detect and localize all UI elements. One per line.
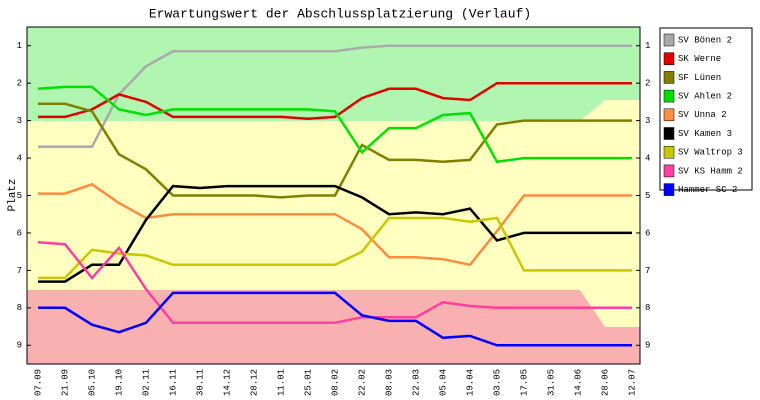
x-tick-label: 14.06 [573, 369, 583, 396]
legend-label: SK Werne [678, 54, 721, 64]
x-tick-label: 25.01 [303, 369, 313, 396]
x-tick-label: 19.04 [465, 369, 475, 396]
x-tick-label: 14.12 [222, 369, 232, 396]
x-tick-label: 21.09 [60, 369, 70, 396]
zone-bottom [27, 290, 640, 364]
y-tick-label: 5 [17, 191, 22, 201]
x-tick-label: 08.02 [330, 369, 340, 396]
x-tick-label: 02.11 [141, 369, 151, 396]
legend-swatch [663, 71, 675, 84]
y-tick-label: 8 [645, 303, 650, 313]
y-tick-label: 3 [645, 116, 650, 126]
series-line [38, 291, 632, 347]
legend-swatch [663, 183, 675, 196]
x-tick-label: 05.10 [87, 369, 97, 396]
x-tick-label: 19.10 [114, 369, 124, 396]
x-tick-label: 22.03 [411, 369, 421, 396]
series-line [37, 85, 632, 164]
y-tick-label: 3 [17, 116, 22, 126]
y-tick-label: 6 [645, 228, 650, 238]
legend-swatch [663, 145, 675, 159]
legend-label: SV KS Hamm 2 [678, 166, 743, 176]
chart-title: Erwartungswert der Abschlussplatzierung … [149, 6, 531, 21]
series-line [38, 44, 632, 149]
y-axis-label: Platz [7, 178, 19, 211]
x-tick-label: 11.01 [276, 369, 286, 396]
x-tick-label: 31.05 [546, 369, 556, 396]
legend-label: SV Waltrop 3 [678, 148, 743, 158]
legend-swatch [663, 52, 675, 65]
x-tick-label: 05.04 [438, 369, 448, 396]
legend-label: Hammer SC 2 [678, 185, 737, 195]
series-line [38, 216, 632, 280]
y-tick-label: 5 [645, 191, 650, 201]
legend-label: SV Kamen 3 [678, 129, 732, 139]
y-tick-label: 8 [17, 303, 22, 313]
x-tick-label: 08.03 [384, 369, 394, 396]
legend-swatch [663, 164, 675, 178]
y-tick-label: 2 [17, 79, 22, 89]
series-line [37, 241, 632, 325]
x-tick-label: 03.05 [492, 369, 502, 396]
y-tick-label: 4 [645, 153, 650, 163]
x-tick-label: 17.05 [519, 369, 529, 396]
x-tick-label: 28.12 [249, 369, 259, 396]
series-line [38, 184, 632, 283]
legend-swatch [663, 33, 675, 47]
y-tick-label: 1 [645, 41, 650, 51]
y-tick-label: 6 [17, 228, 22, 238]
legend [659, 27, 753, 191]
legend-swatch [663, 89, 675, 103]
legend-swatch [663, 108, 675, 122]
x-tick-label: 16.11 [168, 369, 178, 396]
legend-label: SV Bönen 2 [678, 35, 732, 45]
legend-swatch [663, 127, 675, 140]
legend-label: SF Lünen [678, 73, 721, 83]
y-tick-label: 4 [17, 153, 22, 163]
x-tick-label: 07.09 [33, 369, 43, 396]
legend-label: SV Ahlen 2 [678, 91, 732, 101]
x-tick-label: 22.02 [357, 369, 367, 396]
x-tick-label: 28.06 [600, 369, 610, 396]
y-tick-label: 7 [645, 266, 650, 276]
x-tick-label: 12.07 [627, 369, 637, 396]
y-tick-label: 1 [17, 41, 22, 51]
y-tick-label: 9 [645, 341, 650, 351]
legend-label: SV Unna 2 [678, 110, 727, 120]
y-tick-label: 2 [645, 79, 650, 89]
y-tick-label: 9 [17, 341, 22, 351]
zone-top [27, 27, 640, 121]
x-tick-label: 30.11 [195, 369, 205, 396]
series-line [38, 102, 632, 199]
series-line [38, 182, 632, 267]
y-tick-label: 7 [17, 266, 22, 276]
series-line [38, 81, 632, 120]
